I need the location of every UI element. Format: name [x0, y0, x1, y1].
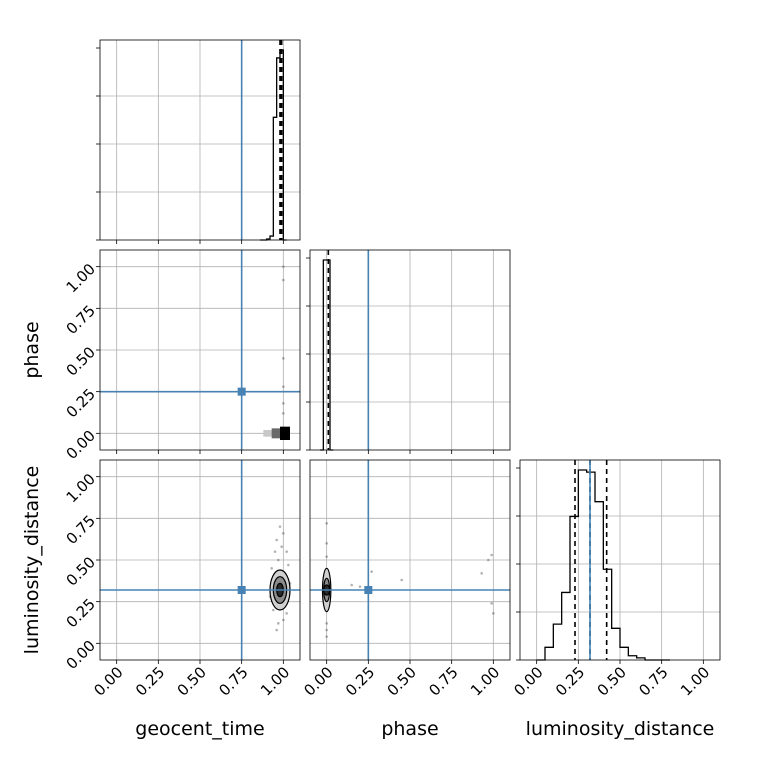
- truth-marker: [237, 586, 246, 594]
- y-tick-label: 0.75: [63, 302, 99, 338]
- scatter-point: [282, 265, 285, 268]
- scatter-point: [325, 628, 328, 632]
- scatter-point: [358, 585, 362, 588]
- y-tick-label: 0.50: [63, 553, 99, 589]
- scatter-point: [273, 550, 277, 553]
- y-axis-label: luminosity_distance: [21, 466, 43, 655]
- y-tick-label: 0.50: [63, 343, 99, 379]
- scatter-point: [287, 563, 290, 567]
- density-block: [263, 430, 272, 437]
- scatter-point: [270, 567, 273, 570]
- x-tick-label: 0.25: [132, 663, 168, 699]
- x-tick-label: 0.75: [635, 663, 671, 699]
- scatter-point: [325, 522, 328, 525]
- x-tick-label: 1.00: [467, 663, 503, 699]
- y-axis-label: phase: [21, 321, 43, 378]
- scatter-point: [492, 612, 495, 615]
- x-tick-label: 0.50: [594, 663, 630, 699]
- scatter-point: [282, 532, 285, 535]
- y-tick-label: 0.00: [63, 427, 99, 463]
- scatter-point: [278, 525, 282, 528]
- histogram-luminosity-distance: [516, 459, 721, 661]
- scatter-point: [490, 553, 493, 557]
- scatter-point: [325, 622, 328, 625]
- x-tick-label: 1.00: [677, 663, 713, 699]
- scatter-point: [280, 545, 283, 548]
- scatter-point: [282, 278, 285, 282]
- histogram-step: [536, 469, 670, 661]
- y-tick-label: 1.00: [63, 470, 99, 506]
- y-tick-label: 1.00: [63, 260, 99, 296]
- scatter-point: [490, 602, 493, 605]
- scatter-point: [350, 583, 353, 587]
- y-tick-label: 0.25: [63, 595, 99, 631]
- panel-geocent-time-vs-phase: [99, 249, 301, 451]
- panel-geocent-time-vs-luminosity-distance: [99, 459, 301, 661]
- x-tick-label: 0.00: [90, 663, 126, 699]
- histogram-geocent-time: [96, 39, 301, 241]
- x-tick-label: 0.75: [425, 663, 461, 699]
- x-tick-label: 0.75: [215, 663, 251, 699]
- scatter-point: [400, 578, 403, 582]
- scatter-point: [282, 412, 285, 415]
- x-tick-label: 1.00: [257, 663, 293, 699]
- scatter-point: [487, 558, 490, 562]
- scatter-point: [282, 385, 285, 388]
- scatter-point: [480, 572, 483, 575]
- scatter-point: [282, 618, 285, 622]
- density-block: [280, 426, 290, 440]
- x-axis-label: luminosity_distance: [526, 718, 715, 740]
- x-tick-label: 0.00: [510, 663, 546, 699]
- truth-marker: [237, 387, 246, 396]
- scatter-point: [285, 612, 288, 615]
- scatter-point: [277, 558, 280, 562]
- scatter-point: [325, 542, 328, 545]
- truth-marker: [364, 586, 373, 594]
- scatter-point: [277, 622, 280, 625]
- scatter-point: [285, 550, 288, 553]
- histogram-phase: [306, 249, 511, 451]
- panel-phase-vs-luminosity-distance: [309, 459, 511, 661]
- density-block: [271, 428, 280, 439]
- x-tick-label: 0.25: [552, 663, 588, 699]
- scatter-point: [282, 357, 285, 360]
- y-tick-label: 0.00: [63, 637, 99, 673]
- x-tick-label: 0.50: [384, 663, 420, 699]
- scatter-point: [275, 538, 278, 542]
- scatter-point: [282, 402, 285, 405]
- y-tick-label: 0.25: [63, 385, 99, 421]
- scatter-point: [272, 608, 275, 612]
- x-tick-label: 0.50: [174, 663, 210, 699]
- scatter-point: [275, 628, 278, 632]
- scatter-point: [325, 635, 328, 638]
- x-axis-label: phase: [381, 718, 438, 740]
- x-tick-label: 0.00: [300, 663, 336, 699]
- x-tick-label: 0.25: [342, 663, 378, 699]
- x-axis-label: geocent_time: [135, 718, 264, 740]
- y-tick-label: 0.75: [63, 512, 99, 548]
- scatter-point: [325, 555, 328, 558]
- scatter-point: [370, 570, 373, 573]
